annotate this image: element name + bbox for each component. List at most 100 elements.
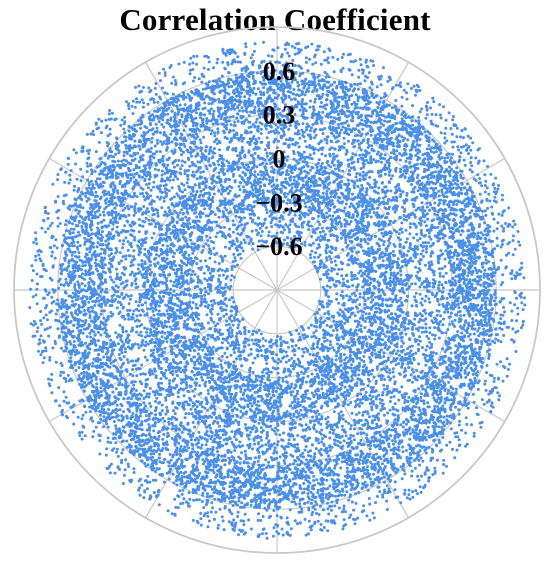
scatter-point bbox=[400, 95, 404, 99]
scatter-point bbox=[152, 180, 156, 184]
scatter-point bbox=[454, 355, 458, 359]
scatter-point bbox=[311, 344, 315, 348]
scatter-point bbox=[355, 172, 359, 176]
scatter-point bbox=[212, 299, 216, 302]
scatter-point bbox=[94, 190, 98, 194]
scatter-point bbox=[133, 105, 137, 109]
scatter-point bbox=[390, 106, 394, 110]
scatter-point bbox=[123, 131, 127, 135]
scatter-point bbox=[411, 490, 415, 494]
scatter-point bbox=[65, 416, 69, 420]
scatter-point bbox=[193, 387, 197, 391]
scatter-point bbox=[347, 258, 351, 262]
scatter-point bbox=[104, 303, 107, 307]
scatter-point bbox=[441, 347, 445, 351]
scatter-point bbox=[359, 63, 363, 67]
scatter-point bbox=[233, 265, 237, 269]
radial-gridline bbox=[232, 245, 322, 335]
scatter-point bbox=[458, 225, 462, 229]
scatter-point bbox=[342, 507, 346, 511]
scatter-point bbox=[316, 220, 320, 224]
scatter-point bbox=[48, 224, 52, 228]
scatter-point bbox=[483, 382, 487, 386]
scatter-point bbox=[227, 85, 231, 89]
scatter-point bbox=[305, 125, 309, 129]
scatter-point bbox=[162, 125, 166, 129]
scatter-point bbox=[320, 121, 324, 125]
scatter-point bbox=[449, 190, 453, 194]
scatter-point bbox=[182, 128, 186, 132]
scatter-point bbox=[56, 173, 60, 177]
scatter-point bbox=[311, 241, 315, 245]
scatter-point bbox=[80, 282, 84, 285]
scatter-point bbox=[406, 138, 410, 142]
scatter-point bbox=[459, 135, 462, 139]
scatter-point bbox=[101, 210, 105, 214]
scatter-point bbox=[434, 352, 438, 355]
scatter-point bbox=[206, 268, 210, 272]
scatter-point bbox=[208, 256, 212, 260]
scatter-point bbox=[432, 439, 436, 443]
scatter-point bbox=[520, 301, 524, 305]
scatter-point bbox=[388, 124, 392, 128]
scatter-point bbox=[321, 92, 325, 96]
scatter-point bbox=[204, 242, 208, 246]
scatter-point bbox=[180, 271, 183, 275]
scatter-point bbox=[420, 326, 424, 330]
scatter-point bbox=[102, 368, 106, 372]
scatter-point bbox=[56, 195, 60, 199]
scatter-point bbox=[100, 119, 104, 123]
scatter-point bbox=[337, 506, 341, 510]
scatter-point bbox=[451, 115, 455, 118]
scatter-point bbox=[118, 239, 122, 243]
scatter-point bbox=[482, 402, 486, 406]
scatter-point bbox=[266, 480, 270, 484]
scatter-point bbox=[198, 138, 202, 142]
scatter-point bbox=[94, 425, 98, 429]
scatter-point bbox=[276, 361, 280, 365]
scatter-point bbox=[58, 404, 62, 408]
scatter-point bbox=[476, 231, 480, 235]
scatter-point bbox=[216, 365, 220, 368]
scatter-point bbox=[209, 447, 213, 451]
scatter-point bbox=[442, 463, 446, 466]
scatter-point bbox=[272, 442, 276, 446]
scatter-point bbox=[458, 309, 462, 313]
scatter-point bbox=[172, 409, 175, 413]
scatter-point bbox=[403, 136, 407, 140]
scatter-point bbox=[450, 320, 454, 324]
scatter-point bbox=[155, 126, 159, 130]
scatter-point bbox=[259, 438, 263, 442]
scatter-point bbox=[406, 327, 410, 331]
scatter-point bbox=[139, 126, 142, 130]
scatter-point bbox=[369, 372, 373, 376]
scatter-point bbox=[147, 86, 151, 90]
scatter-point bbox=[170, 129, 174, 133]
scatter-point bbox=[265, 136, 269, 140]
scatter-point bbox=[265, 536, 269, 540]
scatter-point bbox=[329, 360, 333, 364]
scatter-point bbox=[48, 310, 52, 314]
scatter-point bbox=[168, 379, 172, 382]
scatter-point bbox=[224, 312, 228, 316]
scatter-point bbox=[114, 441, 118, 445]
scatter-point bbox=[300, 507, 304, 511]
scatter-point bbox=[137, 218, 141, 221]
scatter-point bbox=[406, 347, 410, 351]
scatter-point bbox=[80, 272, 84, 276]
scatter-point bbox=[64, 219, 68, 223]
scatter-point bbox=[345, 466, 349, 470]
scatter-point bbox=[253, 105, 257, 109]
scatter-point bbox=[50, 221, 54, 225]
scatter-point bbox=[46, 227, 50, 231]
scatter-point bbox=[493, 186, 497, 190]
scatter-point bbox=[183, 160, 187, 164]
scatter-point bbox=[47, 382, 51, 386]
scatter-point bbox=[463, 269, 467, 273]
scatter-point bbox=[150, 439, 154, 442]
scatter-point bbox=[135, 325, 139, 328]
scatter-point bbox=[332, 348, 336, 352]
scatter-point bbox=[252, 82, 256, 86]
scatter-point bbox=[144, 395, 148, 399]
scatter-point bbox=[177, 159, 181, 162]
